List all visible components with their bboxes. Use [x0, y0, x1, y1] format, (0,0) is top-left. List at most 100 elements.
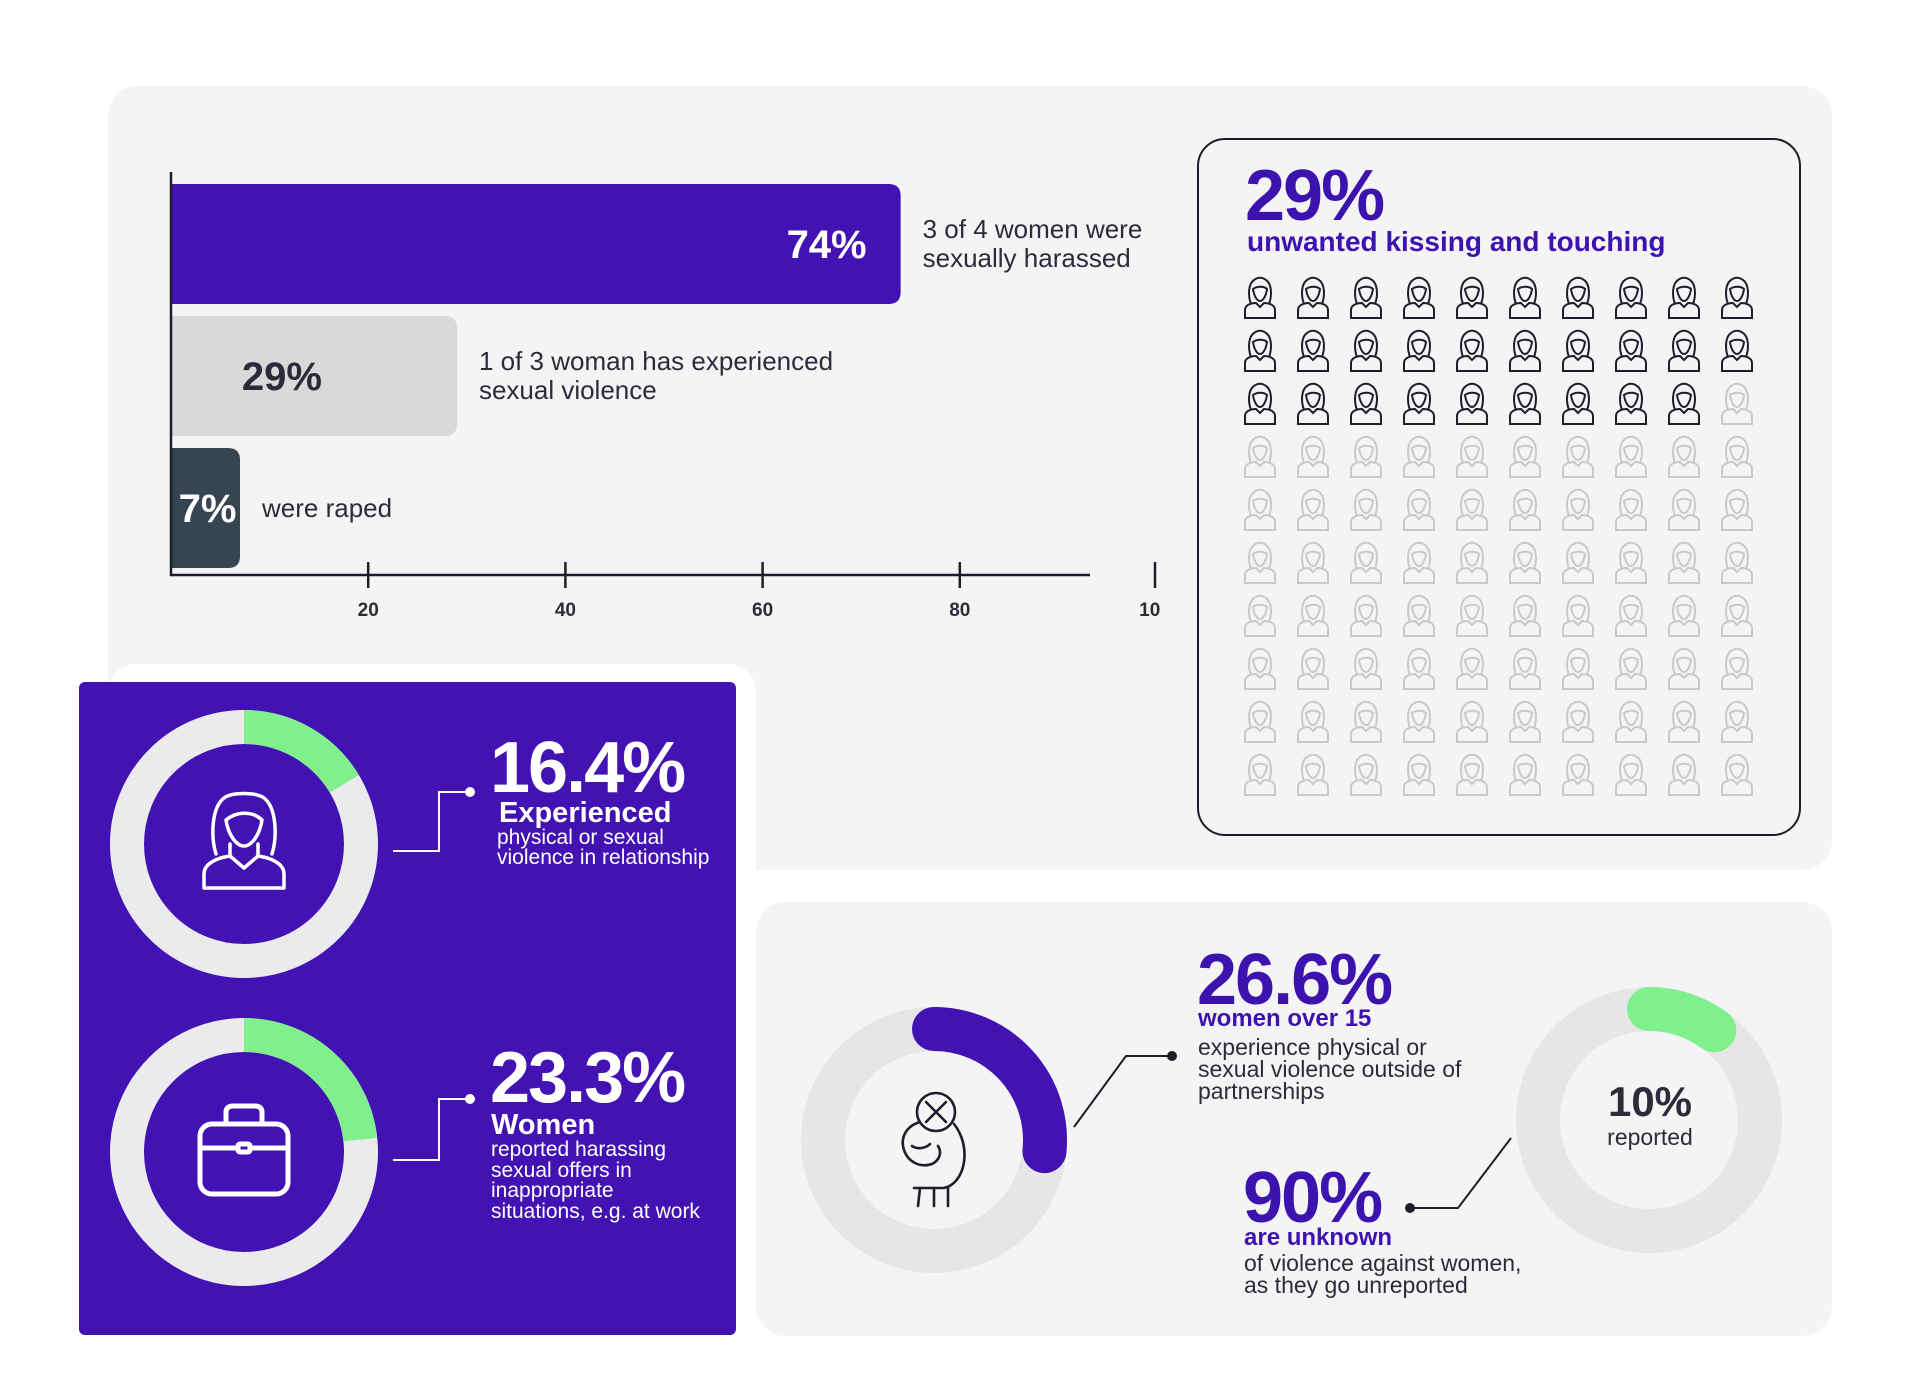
woman-icon: [1562, 488, 1594, 531]
woman-icon: [1403, 700, 1435, 743]
woman-icon: [1350, 647, 1382, 690]
woman-icon-highlighted: [1456, 382, 1488, 425]
woman-icon-highlighted: [1509, 329, 1541, 372]
woman-icon-highlighted: [1721, 329, 1753, 372]
woman-icon-highlighted: [1350, 276, 1382, 319]
woman-icon-highlighted: [1668, 382, 1700, 425]
woman-icon-highlighted: [1615, 276, 1647, 319]
x-tick-label: 80: [949, 600, 970, 621]
pictogram-grid: [1244, 276, 1753, 796]
woman-icon: [1456, 541, 1488, 584]
donut-1-line: violence in relationship: [497, 846, 710, 869]
donut-2-value: 23.3%: [490, 1038, 686, 1118]
bar-category-label: 1 of 3 woman has experienced sexual viole…: [479, 347, 833, 405]
unknown-description: of violence against women, as they go un…: [1244, 1250, 1522, 1297]
donut-4-leader-dot: [1405, 1203, 1415, 1213]
woman-icon-highlighted: [1403, 382, 1435, 425]
donut-1-leader-dot: [465, 787, 475, 797]
briefcase-icon: [197, 1103, 291, 1197]
woman-icon: [1615, 700, 1647, 743]
woman-icon: [1721, 700, 1753, 743]
x-tick-label: 40: [555, 600, 576, 621]
woman-icon-highlighted: [1350, 329, 1382, 372]
donut-3-leader: [1073, 1055, 1172, 1128]
donut-2-line: inappropriate: [491, 1179, 614, 1202]
donut-2-description: reported harassing sexual offers in inap…: [491, 1138, 700, 1222]
bar-chart: 74% 29% 7% 20 40 60 80 100: [169, 172, 1160, 621]
donut-3-value: 26.6%: [1197, 940, 1393, 1020]
woman-icon: [1562, 435, 1594, 478]
woman-icon: [1297, 488, 1329, 531]
pictogram-value: 29%: [1245, 156, 1385, 236]
woman-icon: [1456, 594, 1488, 637]
donut-3-line: sexual violence outside of: [1198, 1056, 1462, 1082]
woman-icon: [1297, 435, 1329, 478]
woman-icon-highlighted: [1297, 329, 1329, 372]
donut-2-line: reported harassing: [491, 1138, 667, 1161]
woman-icon: [1244, 700, 1276, 743]
woman-icon: [1668, 647, 1700, 690]
woman-icon: [1721, 488, 1753, 531]
unknown-headline: are unknown: [1244, 1224, 1393, 1251]
woman-icon-highlighted: [1350, 382, 1382, 425]
woman-icon: [1668, 753, 1700, 796]
x-tick-label: 100: [1139, 600, 1160, 621]
woman-icon: [1456, 488, 1488, 531]
woman-icon: [1615, 488, 1647, 531]
donut-3-arc: [912, 1007, 1067, 1174]
woman-icon: [1668, 435, 1700, 478]
donut-1-leader: [393, 791, 470, 852]
woman-icon: [1562, 647, 1594, 690]
unknown-line: of violence against women,: [1244, 1250, 1522, 1276]
woman-icon: [1244, 541, 1276, 584]
woman-icon: [1615, 753, 1647, 796]
woman-icon-highlighted: [1562, 276, 1594, 319]
woman-icon: [1350, 753, 1382, 796]
purple-panel: [79, 682, 736, 1335]
woman-icon-highlighted: [1403, 329, 1435, 372]
donut-3-line: partnerships: [1198, 1078, 1325, 1104]
woman-icon: [1403, 488, 1435, 531]
donut-4-arc: [1627, 987, 1737, 1053]
woman-icon: [1509, 488, 1541, 531]
woman-icon: [1615, 647, 1647, 690]
woman-icon-highlighted: [1456, 329, 1488, 372]
pictogram-caption: unwanted kissing and touching: [1247, 226, 1666, 257]
woman-icon: [1297, 647, 1329, 690]
woman-icon-highlighted: [1403, 276, 1435, 319]
woman-icon-highlighted: [1615, 329, 1647, 372]
bar: [171, 184, 901, 304]
woman-icon-highlighted: [1244, 382, 1276, 425]
donut-3-line: experience physical or: [1198, 1034, 1427, 1060]
donut-2-arc: [243, 1018, 378, 1142]
woman-icon: [1509, 541, 1541, 584]
woman-icon: [1244, 594, 1276, 637]
bar-value-label: 29%: [242, 355, 322, 399]
woman-icon-highlighted: [1668, 276, 1700, 319]
woman-icon: [1403, 541, 1435, 584]
donut-4-leader: [1410, 1137, 1512, 1209]
woman-icon: [1562, 700, 1594, 743]
woman-icon: [1721, 647, 1753, 690]
bar-category-line: 3 of 4 women were: [922, 214, 1143, 244]
bar-value-label: 74%: [787, 223, 867, 267]
woman-icon: [1350, 700, 1382, 743]
woman-icon: [1297, 594, 1329, 637]
bar-category-line: sexually harassed: [922, 243, 1131, 273]
woman-icon: [1244, 647, 1276, 690]
purple-donuts: [110, 710, 475, 1286]
woman-icon-highlighted: [1721, 276, 1753, 319]
woman-icon: [1721, 594, 1753, 637]
woman-icon: [1562, 753, 1594, 796]
woman-icon: [1615, 594, 1647, 637]
woman-icon: [1297, 541, 1329, 584]
donut-4-caption: reported: [1607, 1124, 1693, 1150]
x-tick-label: 60: [752, 600, 773, 621]
woman-icon: [1456, 753, 1488, 796]
bar-category-line: were raped: [262, 492, 393, 523]
bar-category-label: 3 of 4 women were sexually harassed: [923, 215, 1143, 273]
woman-icon-highlighted: [1297, 382, 1329, 425]
donut-3-description: experience physical or sexual violence o…: [1198, 1034, 1462, 1104]
woman-icon: [1244, 488, 1276, 531]
woman-icon: [1403, 753, 1435, 796]
